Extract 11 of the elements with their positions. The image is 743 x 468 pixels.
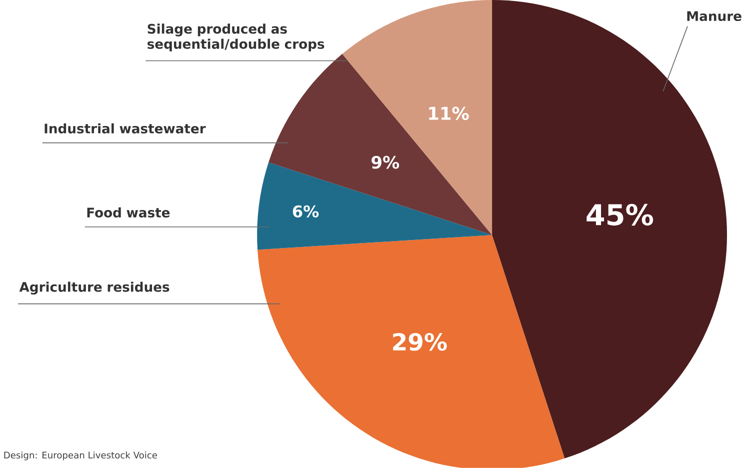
slice-label: Agriculture residues bbox=[19, 282, 170, 295]
slice-label: Food waste bbox=[87, 207, 170, 218]
data-label: 29% bbox=[393, 332, 447, 351]
data-label: 6% bbox=[292, 205, 319, 218]
slice-label: Manure bbox=[687, 11, 742, 22]
text: Design: European Livestock Voice bbox=[4, 452, 158, 460]
data-label: 11% bbox=[429, 106, 469, 120]
data-label: 45% bbox=[586, 204, 654, 226]
slice-label: Silage produced as sequential/double crops bbox=[148, 24, 324, 52]
slice-label: Industrial wastewater bbox=[44, 123, 206, 134]
data-label: 9% bbox=[372, 156, 400, 169]
